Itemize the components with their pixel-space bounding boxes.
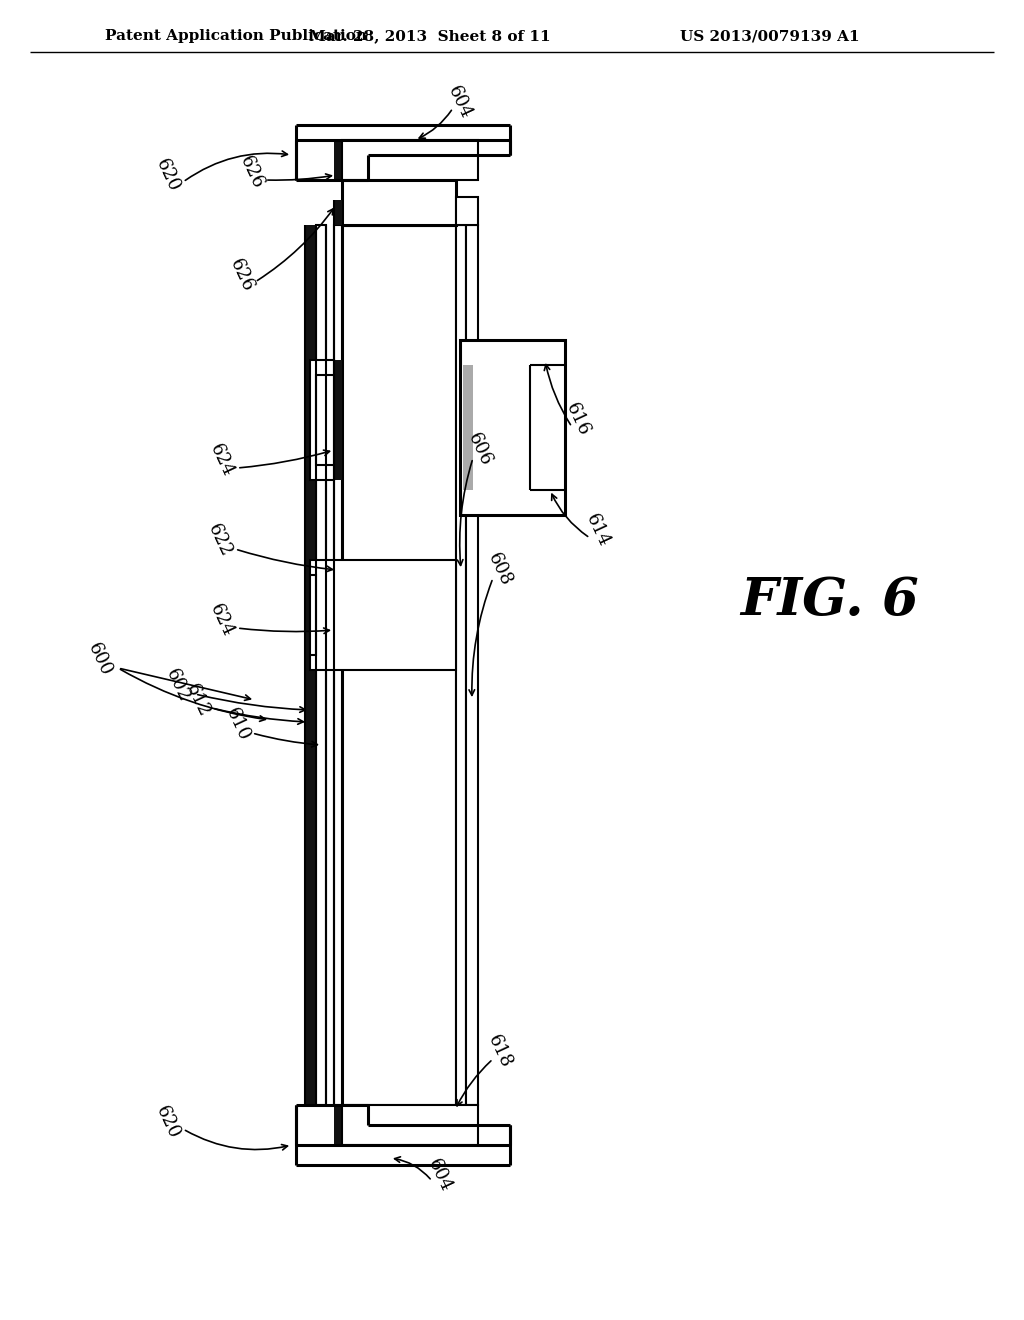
Bar xyxy=(334,201,342,224)
Bar xyxy=(466,224,478,1105)
Bar xyxy=(334,1105,342,1144)
Text: 612: 612 xyxy=(182,681,213,719)
Text: 624: 624 xyxy=(207,601,238,639)
Text: 602: 602 xyxy=(163,665,194,705)
Bar xyxy=(342,180,456,224)
Bar xyxy=(334,360,342,480)
Text: 608: 608 xyxy=(484,550,515,590)
Bar xyxy=(334,560,342,671)
Text: 618: 618 xyxy=(484,1032,515,1072)
Text: FIG. 6: FIG. 6 xyxy=(740,574,920,626)
Text: US 2013/0079139 A1: US 2013/0079139 A1 xyxy=(680,29,859,44)
Bar xyxy=(310,560,456,671)
Bar xyxy=(342,140,478,180)
Bar xyxy=(310,576,316,655)
Bar xyxy=(456,224,466,1105)
Text: 620: 620 xyxy=(153,1102,183,1142)
Bar xyxy=(342,224,456,1105)
Text: 604: 604 xyxy=(444,83,475,121)
Text: 620: 620 xyxy=(153,156,183,194)
Text: Patent Application Publication: Patent Application Publication xyxy=(105,29,367,44)
Bar xyxy=(463,366,473,490)
Bar xyxy=(316,224,326,1105)
Text: 624: 624 xyxy=(207,441,238,479)
Text: 614: 614 xyxy=(583,511,613,549)
Bar xyxy=(334,224,342,1105)
Text: 626: 626 xyxy=(237,153,267,191)
Bar xyxy=(460,341,565,515)
Text: 600: 600 xyxy=(85,640,116,680)
Text: 604: 604 xyxy=(425,1155,456,1195)
Text: 626: 626 xyxy=(226,256,257,294)
Text: 610: 610 xyxy=(222,706,254,744)
Text: 606: 606 xyxy=(465,430,496,470)
Bar xyxy=(310,360,334,480)
Bar xyxy=(316,375,334,465)
Bar xyxy=(456,197,478,224)
Bar xyxy=(342,1105,478,1144)
Text: 622: 622 xyxy=(205,520,236,560)
Text: Mar. 28, 2013  Sheet 8 of 11: Mar. 28, 2013 Sheet 8 of 11 xyxy=(309,29,551,44)
Bar xyxy=(334,140,342,180)
Text: 616: 616 xyxy=(562,400,594,440)
Bar xyxy=(305,224,316,1105)
